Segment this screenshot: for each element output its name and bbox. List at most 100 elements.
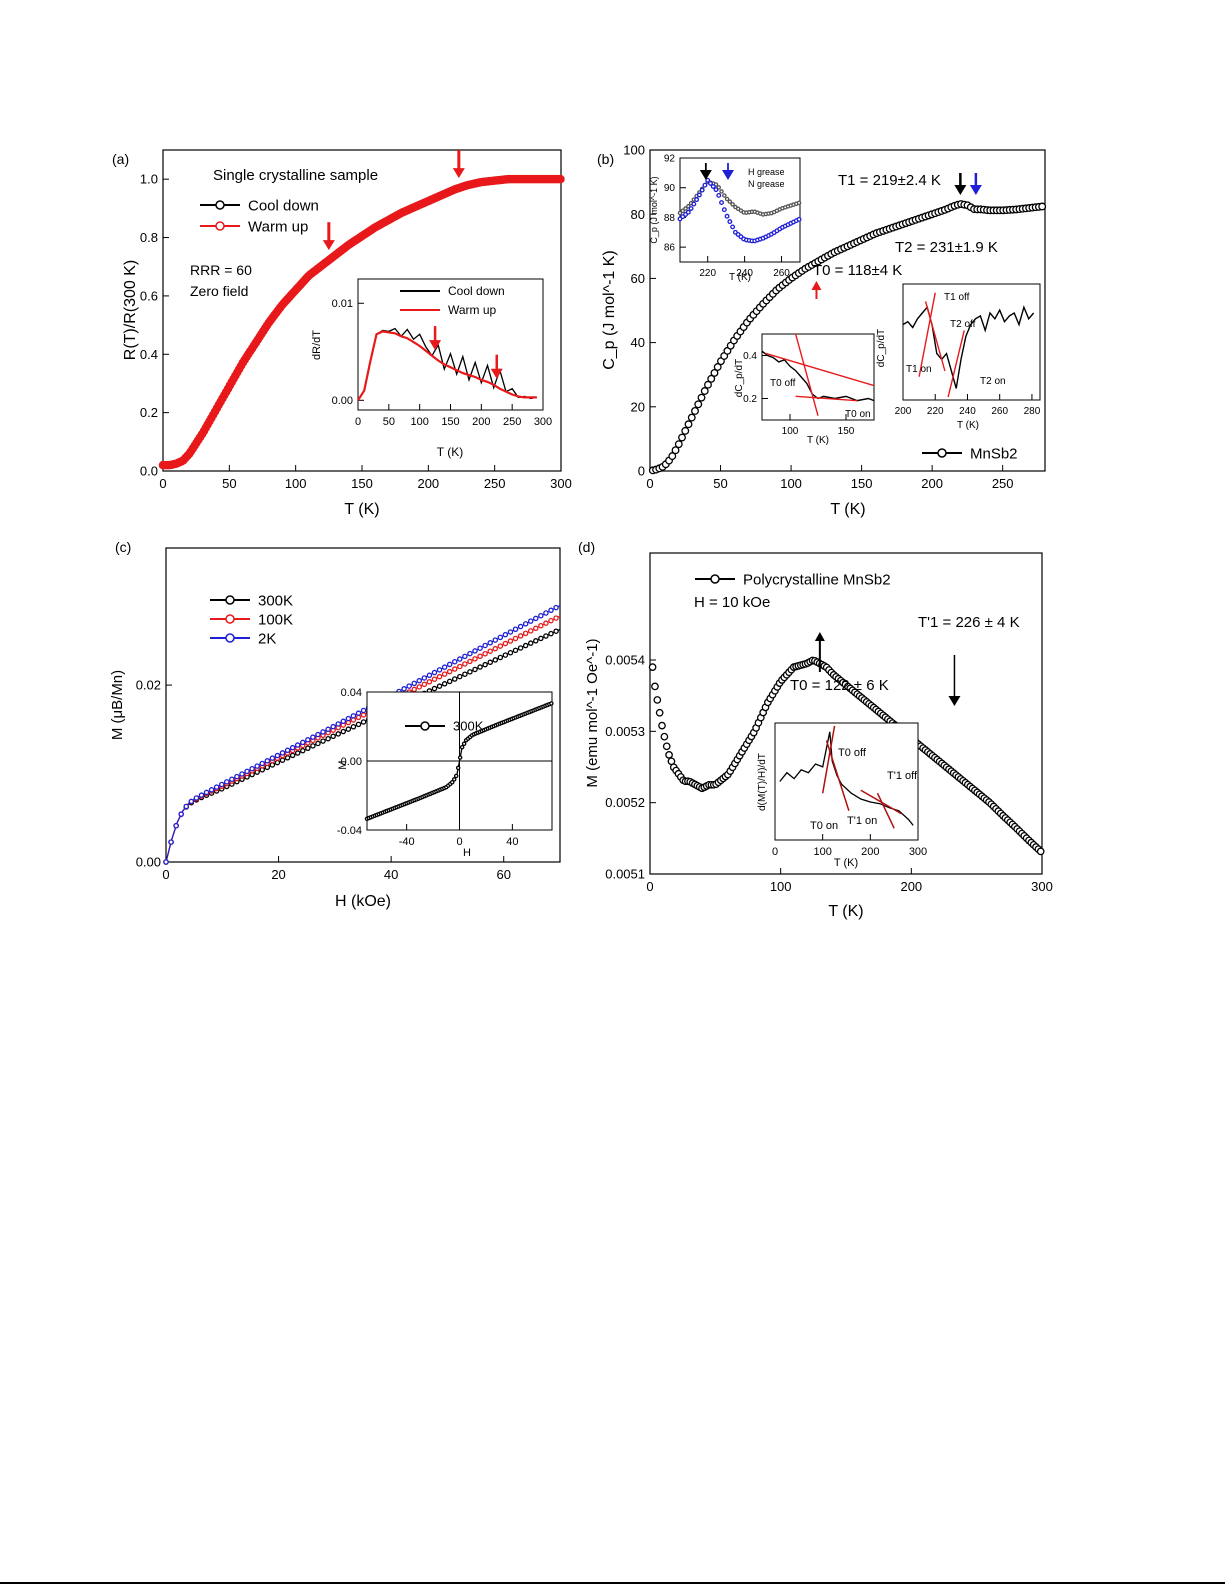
panel-b-inset-mid-label-t0on: T0 on — [845, 409, 871, 420]
panel-c-axes — [165, 547, 561, 863]
panel-b-inset-top-arrow-black-head — [699, 170, 712, 180]
panel-b-inset-top-y-tick-label-0: 86 — [664, 243, 676, 254]
series-polycrystalline-point — [655, 708, 664, 717]
series-300K-point — [436, 683, 443, 689]
series-2K-point — [472, 648, 478, 654]
panel-d-x-tick-label-0: 0 — [646, 879, 653, 894]
series-mnsb2-point — [713, 363, 722, 371]
inset-b-h-grease-point — [796, 200, 802, 206]
panel-b-inset-top-legend-n: N grease — [748, 179, 785, 189]
series-300K-point — [517, 645, 524, 651]
inset-b-n-grease-point — [727, 219, 733, 225]
inset-c-300k-point — [461, 741, 467, 747]
panel-d-annotation-t1p: T'1 = 226 ± 4 K — [918, 614, 1020, 631]
panel-a-annotation-field: Zero field — [190, 283, 248, 299]
panel-a-legend-cool-down-marker — [215, 200, 225, 210]
panel-d-legend-poly-marker — [710, 574, 720, 584]
series-mnsb2-point — [678, 433, 686, 442]
panel-c-inset-y-tick-label-1: 0.00 — [341, 756, 362, 768]
panel-b-y-tick-label-0: 0 — [638, 464, 645, 479]
series-2K-point — [208, 787, 215, 793]
series-2K-point — [492, 637, 499, 643]
inset-d-fit-1 — [821, 725, 836, 794]
panel-b-arrow-t1-head — [954, 185, 967, 195]
series-2K-point — [249, 765, 255, 772]
panel-a-inset-x-tick-label-0: 0 — [355, 416, 361, 428]
series-300K-point — [462, 671, 468, 677]
inset-b-h-grease-point — [680, 208, 686, 213]
series-2K-point — [335, 721, 341, 727]
panel-b-inset-top-xlabel: T (K) — [729, 272, 751, 283]
panel-a-legend-warm-up-marker — [215, 221, 225, 231]
series-300K-point — [305, 745, 311, 752]
series-2K-point — [446, 661, 453, 668]
panel-a-x-tick-label-3: 150 — [351, 476, 373, 491]
series-300K-point — [477, 664, 483, 670]
series-300K-point — [507, 649, 514, 656]
series-2K-point — [436, 667, 443, 673]
inset-c-300k-point — [449, 780, 455, 785]
inset-b-h-grease-point — [677, 210, 683, 216]
panel-b-inset-top-x-tick-label-2: 260 — [773, 268, 790, 279]
inset-b-n-grease-point — [688, 206, 694, 211]
series-300K-point — [284, 755, 291, 761]
panel-d-inset-x-tick-label-0: 0 — [772, 846, 778, 858]
panel-c: (c) 0 20 40 60 0.00 0.02 H (kOe) M (μB/Mn) 300K 10… — [109, 539, 561, 910]
inset-b-n-grease-point — [705, 177, 711, 183]
series-2K-point — [533, 615, 539, 622]
panel-a-xlabel: T (K) — [344, 501, 379, 518]
panel-b-inset-top-y-tick-label-2: 90 — [664, 183, 676, 194]
series-300K-point — [325, 735, 331, 742]
panel-c-inset-xlabel: H — [463, 847, 471, 859]
inset-c-300k-point — [451, 777, 457, 782]
inset-b-right-fit-2 — [924, 301, 946, 372]
panel-b-inset-right-axes — [902, 283, 1041, 401]
panel-c-legend-2K-label: 2K — [258, 630, 276, 647]
series-2K-point — [315, 731, 321, 738]
panel-c-y-tick-label-1: 0.02 — [136, 678, 161, 693]
series-warm-up-point — [556, 174, 565, 184]
panel-a-x-tick-label-0: 0 — [159, 476, 166, 491]
series-100K-point — [411, 686, 417, 693]
series-100K-point — [467, 658, 473, 665]
panel-c-inset-y-tick-label-0: -0.04 — [337, 825, 362, 837]
panel-d-inset-x-tick-label-3: 300 — [909, 846, 927, 858]
panel-a-inset-legend-cool-label: Cool down — [448, 284, 505, 298]
series-2K-point — [527, 618, 534, 624]
series-2K-point — [330, 723, 336, 730]
panel-b-ylabel: C_p (J mol^-1 K) — [601, 250, 618, 370]
panel-d-xlabel: T (K) — [828, 903, 863, 920]
inset-c-300k-point — [549, 701, 554, 706]
panel-a-inset-xlabel: T (K) — [437, 445, 463, 459]
series-2K-point — [229, 776, 235, 782]
panel-b-inset-top-ylabel: C_p (J mol^-1 K) — [649, 176, 659, 243]
series-300K-point — [310, 743, 316, 749]
panel-c-inset-x-tick-label-1: 0 — [456, 836, 462, 848]
series-100K-point — [497, 643, 504, 649]
series-2K-point — [477, 645, 483, 651]
panel-b-inset-top-x-tick-label-0: 220 — [699, 268, 716, 279]
panel-b-y-tick-label-3: 60 — [631, 271, 645, 286]
series-mnsb2-point — [691, 406, 699, 415]
panel-label-c: (c) — [115, 539, 131, 555]
panel-c-inset-legend-300k-marker — [420, 721, 430, 731]
panel-b-inset-top-x-tick-label-1: 240 — [736, 268, 753, 279]
series-100K-point — [527, 628, 534, 634]
series-2K-point — [502, 631, 509, 638]
panel-d-arrow-t0-head — [814, 632, 825, 641]
series-300K-point — [315, 740, 321, 747]
panel-b-inset-right-label-t2off: T2 off — [950, 319, 976, 330]
series-300K-point — [467, 669, 473, 675]
inset-c-300k-point — [459, 744, 465, 750]
inset-c-300k-point — [455, 765, 461, 771]
panel-b-annotation-t0: T0 = 118±4 K — [813, 262, 902, 279]
series-2K-point — [289, 744, 296, 751]
series-2K-point — [305, 737, 311, 743]
series-2K-point — [284, 747, 291, 754]
series-100K-point — [462, 661, 468, 667]
series-2K-point — [462, 653, 468, 660]
panel-a-x-tick-label-1: 50 — [222, 476, 236, 491]
inset-b-right-line — [902, 305, 1035, 389]
panel-b: (b) 0 50 100 150 200 250 0 20 40 60 80 100 T (K) C_p (… — [597, 143, 1047, 518]
